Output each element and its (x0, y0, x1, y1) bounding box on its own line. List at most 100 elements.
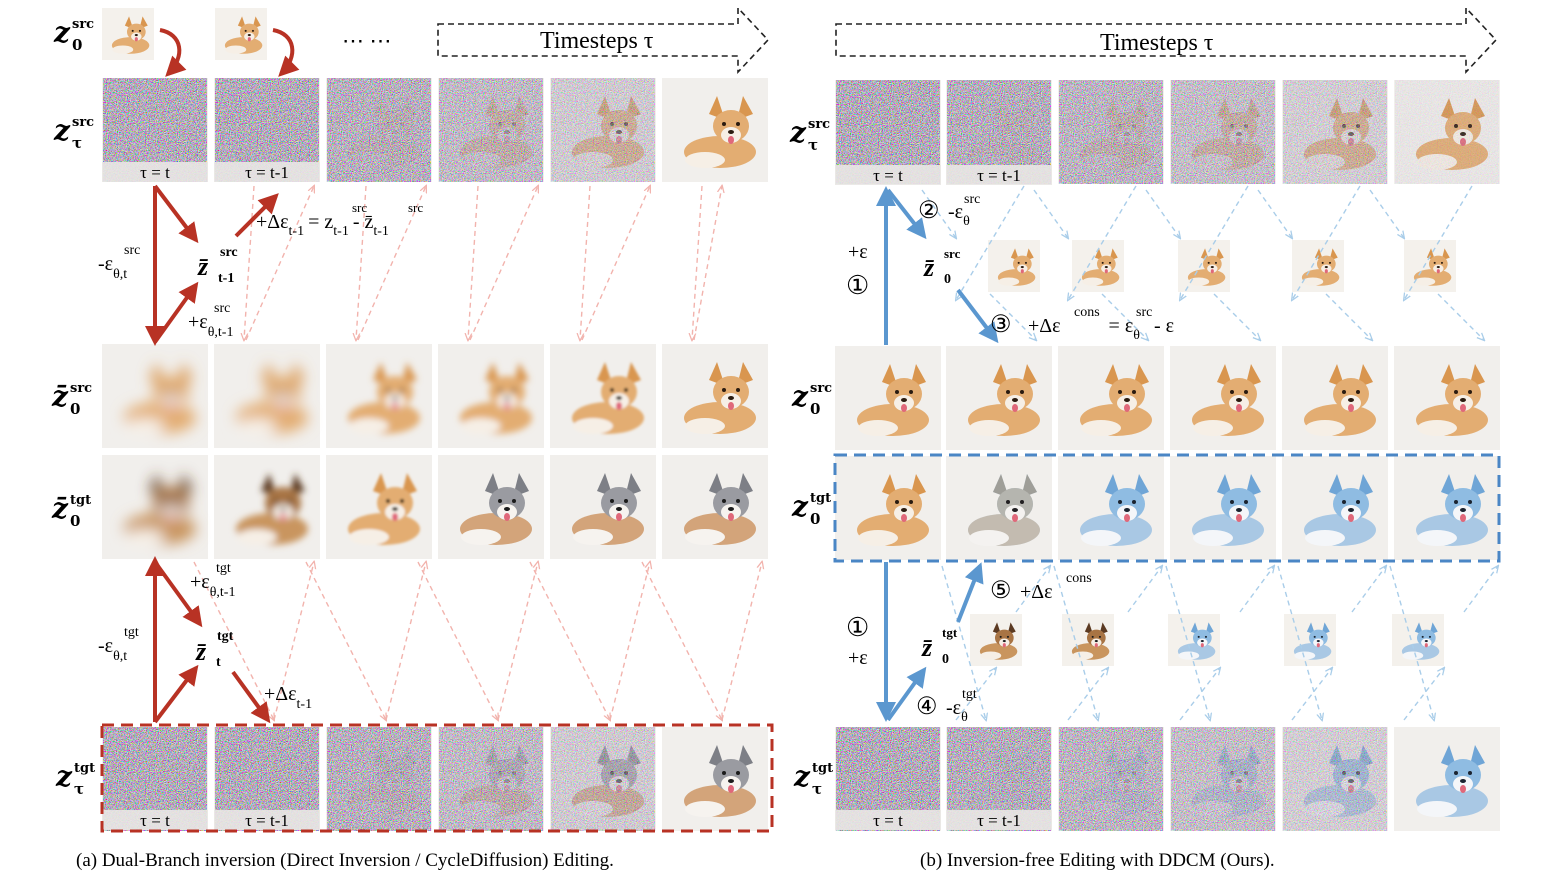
z0bar-src-tile-1 (102, 344, 208, 448)
timesteps-arrow-left (437, 5, 770, 75)
row-label-lblR6: z tgt τ (793, 760, 833, 798)
row-label-lblL3: z̄ src 0 (51, 380, 92, 418)
svg-text:tgt: tgt (942, 625, 958, 640)
ztau-tgt-tile-6 (662, 727, 768, 831)
target-edit-box (833, 453, 1501, 563)
z0bar-tgt-tile-1 (102, 455, 208, 559)
pink-dashed-bottom (193, 562, 762, 720)
svg-text:+Δεt-1: +Δεt-1 (264, 683, 312, 712)
z0-src-right-tile-1 (835, 346, 941, 450)
row-label-lblR4: z tgt 0 (791, 490, 831, 528)
step2: ② (918, 198, 940, 224)
z0bar-src-small-5 (1404, 240, 1456, 292)
ztau-tgt-tile-5 (550, 727, 656, 831)
timesteps-arrow-right (835, 5, 1498, 75)
svg-text:tgt: tgt (216, 561, 231, 576)
svg-text:-εθ,t: -εθ,t (98, 635, 127, 664)
svg-text:src: src (944, 246, 961, 261)
ztau-tgt-right-tile-5 (1282, 727, 1388, 831)
z0bar-tgt-small-4 (1284, 614, 1336, 666)
row-label-lblR1: z src τ (789, 116, 830, 154)
svg-text:z: z (793, 760, 811, 793)
row-z0-src: ⋯ ⋯ Timesteps τ (102, 5, 770, 77)
svg-text:tgt: tgt (70, 493, 91, 508)
svg-text:0: 0 (70, 400, 80, 418)
z0bar-tgt-tile-4 (438, 455, 544, 559)
tau-t-label-right-top: τ = t (873, 166, 903, 185)
z0bar-src-small-4 (1292, 240, 1344, 292)
eps-src-label: -ε (98, 253, 113, 275)
zbar-t1-label: z̄ (197, 252, 209, 281)
step3: ③ (990, 312, 1012, 338)
ztau-tgt-tile-3 (326, 727, 432, 831)
delta-eq-label: +Δε (256, 211, 289, 233)
tau-t1-label-left-bottom: τ = t-1 (245, 811, 289, 830)
z0bar-src-small-1 (988, 240, 1040, 292)
z0-tgt-right-tile-2 (946, 456, 1052, 560)
svg-text:+Δε= εθ- ε: +Δε = εθ - ε (1028, 315, 1174, 343)
z0-tgt-right-tile-3 (1058, 456, 1164, 560)
ztau-src-tile-3 (326, 78, 432, 182)
svg-text:tgt: tgt (962, 687, 977, 702)
svg-text:tgt: tgt (124, 625, 139, 640)
z0bar-tgt-tile-5 (550, 455, 656, 559)
row-ztau-tgt-right (835, 727, 1500, 831)
z0bar-src-tile-2 (214, 344, 320, 448)
target-output-box (100, 723, 774, 833)
z0-src-right-tile-3 (1058, 346, 1164, 450)
blue-arrows (876, 186, 999, 722)
svg-text:tgt: tgt (810, 491, 831, 506)
z0-src-right-tile-4 (1170, 346, 1276, 450)
eps-src-sup: src (124, 243, 140, 258)
svg-text:+Δε: +Δε (1020, 581, 1053, 603)
ztau-src-tile-4 (438, 78, 544, 182)
svg-text:+εθ,t-1: +εθ,t-1 (188, 311, 233, 340)
z0bar-tgt-small-2 (1062, 614, 1114, 666)
z0-tgt-right-tile-6 (1394, 456, 1500, 560)
pink-dashed-top (244, 186, 722, 340)
tau-t1-label-left-top: τ = t-1 (245, 163, 289, 182)
z0-src-right-tile-5 (1282, 346, 1388, 450)
right-annotations: +ε ① ② -εθ src z̄ src 0 ③ +Δε = εθ - ε con… (846, 192, 1174, 725)
svg-text:0: 0 (70, 512, 80, 530)
row-label-lblL0: z src 0 (53, 16, 94, 54)
svg-text:+Δεt-1= zt-1- z̄t-1: +Δεt-1 = zt-1- z̄t-1 (256, 211, 389, 239)
svg-text:src: src (1136, 305, 1152, 320)
z0-src-right-tile-2 (946, 346, 1052, 450)
timesteps-label-right: Timesteps τ (1100, 30, 1214, 56)
z0bar-src-small-3 (1178, 240, 1230, 292)
step4: ④ (916, 694, 938, 720)
svg-text:+εθ,t-1: +εθ,t-1 (190, 571, 235, 600)
svg-text:t: t (216, 655, 221, 670)
step1-top: ① (846, 271, 869, 300)
ztau-src-right-tile-5 (1282, 80, 1388, 184)
plus-eps-bottom: +ε (848, 647, 868, 669)
tau-t-label-right-bottom: τ = t (873, 811, 903, 830)
svg-text:τ: τ (812, 780, 822, 798)
z0bar-tgt-tile-3 (326, 455, 432, 559)
ellipsis: ⋯ ⋯ (342, 28, 392, 53)
svg-text:src: src (808, 117, 830, 132)
blue-dashed-top (921, 185, 1484, 340)
row-ztau-src-right (835, 80, 1500, 184)
svg-text:src: src (72, 17, 94, 32)
svg-text:cons: cons (1066, 571, 1092, 586)
row-label-lblR3: z src 0 (791, 380, 832, 418)
z0bar-tgt-small-1 (970, 614, 1022, 666)
curved-arrow-1 (159, 28, 187, 77)
ztau-tgt-right-tile-6 (1394, 727, 1500, 831)
z0bar-tgt-tile-6 (662, 455, 768, 559)
svg-text:src: src (810, 381, 832, 396)
ztau-src-tile-6 (662, 78, 768, 182)
svg-text:src: src (70, 381, 92, 396)
svg-text:0: 0 (944, 272, 951, 287)
caption-left: (a) Dual-Branch inversion (Direct Invers… (76, 850, 614, 871)
svg-text:src: src (964, 192, 980, 207)
right-panel: Timesteps τ τ = t τ = t-1 τ = t τ = t-1 … (789, 5, 1501, 831)
svg-text:τ: τ (74, 780, 84, 798)
z0bar-tgt-small-5 (1392, 614, 1444, 666)
z0bar-tgt-small-3 (1168, 614, 1220, 666)
svg-text:0: 0 (810, 510, 820, 528)
ztau-tgt-tile-4 (438, 727, 544, 831)
